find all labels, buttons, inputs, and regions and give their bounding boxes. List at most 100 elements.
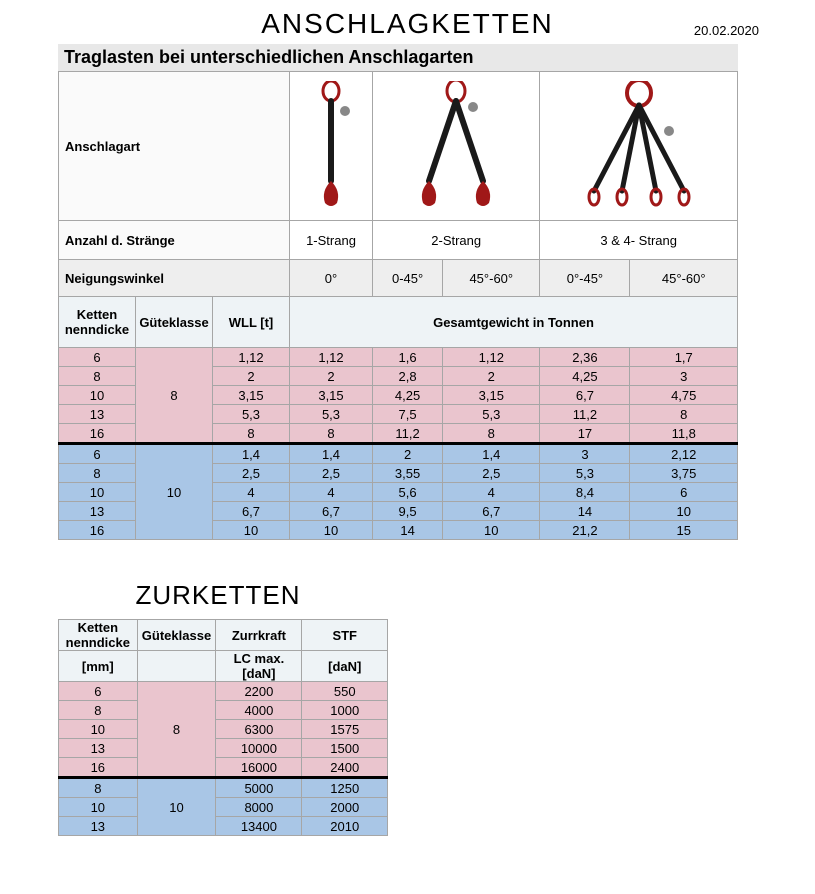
cell-dicke: 8 (59, 701, 138, 720)
cell-value: 11,8 (630, 424, 738, 444)
cell-stf: 1575 (302, 720, 388, 739)
zurketten-data-body: 6822005508400010001063001575131000015001… (59, 682, 388, 836)
cell-value: 3 (630, 367, 738, 386)
cell-dicke: 6 (59, 348, 136, 367)
z-guete-spacer (137, 651, 216, 682)
cell-dicke: 8 (59, 464, 136, 483)
cell-value: 3,15 (290, 386, 373, 405)
table-row: 13100001500 (59, 739, 388, 758)
cell-value: 1,4 (213, 444, 290, 464)
cell-value: 1,12 (213, 348, 290, 367)
anschlagketten-section: Traglasten bei unterschiedlichen Anschla… (58, 44, 738, 540)
cell-value: 21,2 (540, 521, 630, 540)
zurketten-table: Ketten nenndicke Güteklasse Zurrkraft ST… (58, 619, 388, 836)
cell-value: 1,6 (373, 348, 443, 367)
chain-2strang-icon (373, 72, 540, 221)
label-guete: Güteklasse (136, 297, 213, 348)
zurketten-section: Ketten nenndicke Güteklasse Zurrkraft ST… (58, 619, 388, 836)
title-row: ANSCHLAGKETTEN 20.02.2020 (8, 8, 807, 40)
table-row: 1063001575 (59, 720, 388, 739)
cell-value: 6,7 (213, 502, 290, 521)
table-row: 16 160002400 (59, 758, 388, 778)
cell-guete: 8 (136, 348, 213, 444)
cell-value: 8 (630, 405, 738, 424)
cell-value: 5,6 (373, 483, 443, 502)
table-row: 1080002000 (59, 798, 388, 817)
cell-lc: 2200 (216, 682, 302, 701)
chain-1strang-icon (290, 72, 373, 221)
cell-value: 2,36 (540, 348, 630, 367)
label-gesamt: Gesamtgewicht in Tonnen (290, 297, 738, 348)
cell-dicke: 13 (59, 817, 138, 836)
cell-value: 4,75 (630, 386, 738, 405)
cell-value: 8 (443, 424, 540, 444)
z-ketten-text: Ketten nenndicke (59, 620, 137, 650)
cell-value: 17 (540, 424, 630, 444)
angle-045b: 0°-45° (540, 260, 630, 297)
cell-dicke: 10 (59, 798, 138, 817)
cell-dicke: 8 (59, 778, 138, 798)
cell-dicke: 10 (59, 386, 136, 405)
label-wll: WLL [t] (213, 297, 290, 348)
anschlagketten-table: Anschlagart (58, 71, 738, 540)
table-row: 681,121,121,61,122,361,7 (59, 348, 738, 367)
cell-value: 4,25 (540, 367, 630, 386)
cell-value: 1,12 (290, 348, 373, 367)
cell-dicke: 13 (59, 739, 138, 758)
cell-stf: 1250 (302, 778, 388, 798)
cell-value: 1,4 (290, 444, 373, 464)
cell-dicke: 6 (59, 682, 138, 701)
page-date: 20.02.2020 (694, 23, 759, 38)
table-row: 81050001250 (59, 778, 388, 798)
cell-value: 6,7 (443, 502, 540, 521)
cell-value: 4,25 (373, 386, 443, 405)
label-ketten: Ketten nenndicke (59, 297, 136, 348)
cell-value: 4 (213, 483, 290, 502)
cell-dicke: 10 (59, 720, 138, 739)
cell-value: 3,15 (443, 386, 540, 405)
cell-stf: 1500 (302, 739, 388, 758)
cell-value: 9,5 (373, 502, 443, 521)
cell-value: 1,12 (443, 348, 540, 367)
cell-value: 2,5 (443, 464, 540, 483)
cell-dicke: 16 (59, 758, 138, 778)
anschlagketten-data-body: 681,121,121,61,122,361,78222,824,253103,… (59, 348, 738, 540)
table-row: 840001000 (59, 701, 388, 720)
cell-guete: 10 (136, 444, 213, 540)
cell-value: 3,75 (630, 464, 738, 483)
chain-34strang-icon (540, 72, 738, 221)
cell-lc: 13400 (216, 817, 302, 836)
cell-value: 8 (213, 424, 290, 444)
angle-4560a: 45°-60° (443, 260, 540, 297)
z-label-stf: STF (302, 620, 388, 651)
cell-value: 2,5 (290, 464, 373, 483)
label-anschlagart: Anschlagart (59, 72, 290, 221)
cell-value: 15 (630, 521, 738, 540)
cell-value: 5,3 (213, 405, 290, 424)
cell-value: 7,5 (373, 405, 443, 424)
cell-lc: 4000 (216, 701, 302, 720)
cell-dicke: 13 (59, 405, 136, 424)
cell-guete: 8 (137, 682, 216, 778)
section2-title: ZURKETTEN (58, 580, 378, 611)
cell-value: 2 (213, 367, 290, 386)
cell-value: 2 (290, 367, 373, 386)
cell-lc: 16000 (216, 758, 302, 778)
cell-dicke: 13 (59, 502, 136, 521)
cell-value: 11,2 (373, 424, 443, 444)
table-row: 682200550 (59, 682, 388, 701)
angle-4560b: 45°-60° (630, 260, 738, 297)
z-label-ketten: Ketten nenndicke (59, 620, 138, 651)
angle-0: 0° (290, 260, 373, 297)
cell-stf: 2400 (302, 758, 388, 778)
z-unit-dan: [daN] (302, 651, 388, 682)
cell-value: 6 (630, 483, 738, 502)
cell-value: 2,5 (213, 464, 290, 483)
z-label-zurr: Zurrkraft (216, 620, 302, 651)
strang-2: 2-Strang (373, 221, 540, 260)
cell-value: 2 (443, 367, 540, 386)
cell-value: 2,12 (630, 444, 738, 464)
cell-value: 6,7 (540, 386, 630, 405)
cell-value: 14 (540, 502, 630, 521)
cell-value: 3,15 (213, 386, 290, 405)
